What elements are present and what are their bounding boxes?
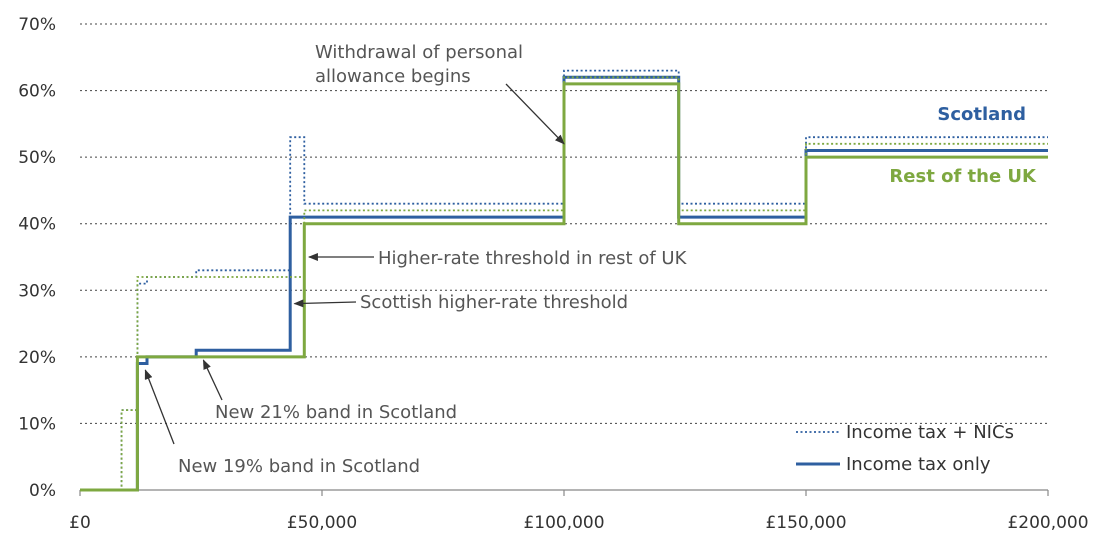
annotation-text: Scottish higher-rate threshold [360, 292, 628, 313]
y-tick-label: 0% [29, 481, 56, 501]
y-tick-label: 10% [18, 414, 56, 434]
series [80, 69, 1048, 492]
annotation-text: Withdrawal of personal [315, 42, 523, 63]
series-labels: Scotland Rest of the UK [889, 104, 1037, 187]
annotation-text: New 19% band in Scotland [178, 456, 420, 477]
x-tick-label: £50,000 [287, 513, 357, 533]
x-tick-label: £200,000 [1007, 513, 1088, 533]
annotation-text: New 21% band in Scotland [215, 402, 457, 423]
annotation-arrow [202, 359, 223, 401]
y-tick-label: 20% [18, 348, 56, 368]
series-scotland-solid [80, 75, 1048, 492]
y-tick-label: 30% [18, 281, 56, 301]
annotation-arrow [293, 299, 357, 308]
series-label-rest-of-uk: Rest of the UK [889, 166, 1037, 187]
axes: £0 £50,000 £100,000 £150,000 £200,000 0% 10% 20… [18, 15, 1088, 533]
legend-label: Income tax only [846, 454, 991, 475]
y-tick-label: 70% [18, 15, 56, 35]
x-tick-label: £150,000 [765, 513, 846, 533]
legend: Income tax + NICs Income tax only [796, 422, 1014, 475]
x-tick-label: £100,000 [523, 513, 604, 533]
annotation-arrow [505, 83, 565, 145]
y-tick-label: 50% [18, 148, 56, 168]
y-tick-label: 60% [18, 82, 56, 102]
annotation-text: Higher-rate threshold in rest of UK [378, 248, 688, 269]
annotation-text: allowance begins [315, 66, 471, 87]
annotations: Withdrawal of personal allowance begins Hi… [144, 42, 688, 477]
series-rest_of_uk-solid [80, 82, 1048, 492]
y-tick-label: 40% [18, 215, 56, 235]
annotation-arrow [144, 369, 175, 445]
legend-label: Income tax + NICs [846, 422, 1014, 443]
series-label-scotland: Scotland [937, 104, 1026, 125]
x-tick-label: £0 [69, 513, 91, 533]
